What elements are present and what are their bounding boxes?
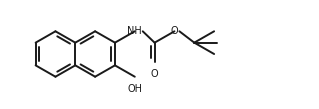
Text: OH: OH xyxy=(127,84,142,94)
Text: O: O xyxy=(171,26,178,36)
Text: NH: NH xyxy=(127,26,142,36)
Text: O: O xyxy=(151,69,159,79)
